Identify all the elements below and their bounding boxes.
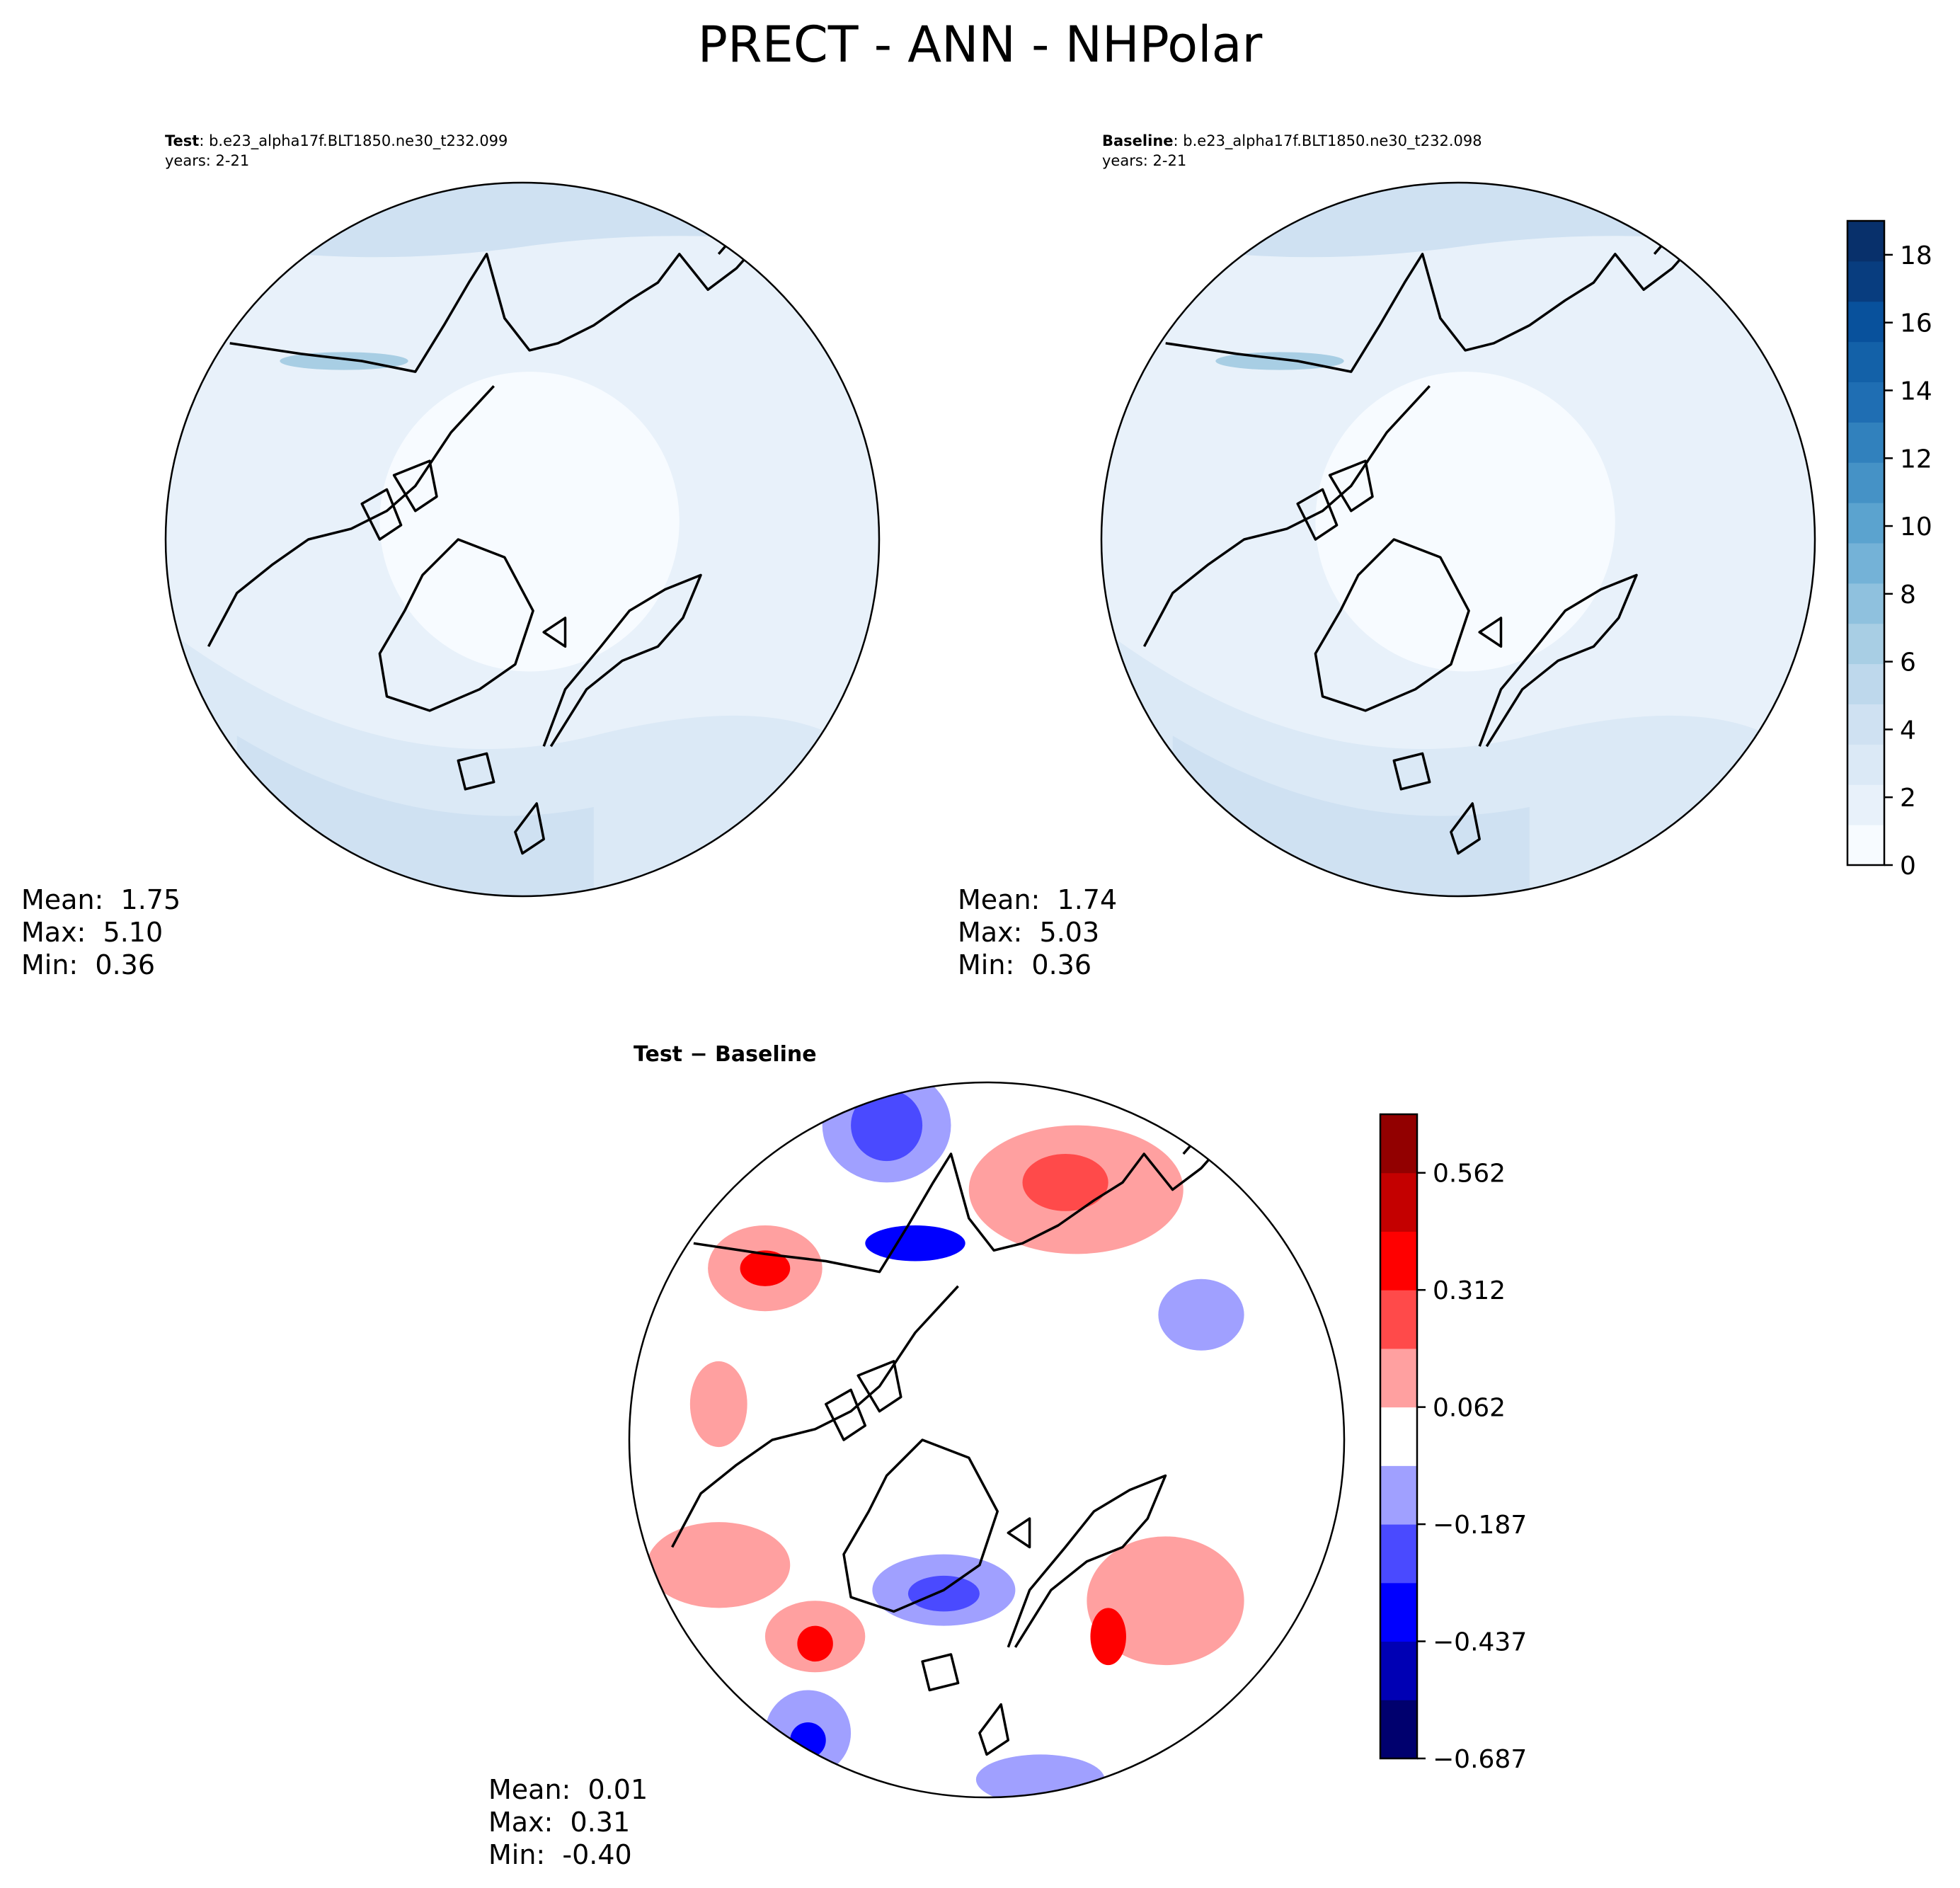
diff-min-value: -0.40	[562, 1839, 632, 1870]
diff-colorbar-tick-label: −0.187	[1433, 1511, 1527, 1540]
test-sep: :	[199, 132, 205, 149]
baseline-mean-label: Mean:	[958, 884, 1041, 915]
baseline-mean-value: 1.74	[1057, 884, 1118, 915]
diff-colorbar-tick-label: 0.562	[1433, 1160, 1506, 1189]
test-case-name: b.e23_alpha17f.BLT1850.ne30_t232.099	[209, 132, 508, 149]
baseline-colorbar-tick-label: 18	[1900, 241, 1932, 270]
baseline-colorbar-band	[1847, 784, 1884, 825]
diff-colorbar-tick-label: 0.062	[1433, 1394, 1506, 1423]
baseline-min-label: Min:	[958, 949, 1015, 980]
baseline-colorbar-band	[1847, 543, 1884, 584]
diff-min-label: Min:	[488, 1839, 546, 1870]
diff-colorbar-tick-label: 0.312	[1433, 1276, 1506, 1305]
baseline-colorbar-band	[1847, 221, 1884, 262]
diff-colorbar-tick-label: −0.687	[1433, 1745, 1527, 1774]
baseline-colorbar-tick-label: 16	[1900, 309, 1932, 338]
baseline-case-name: b.e23_alpha17f.BLT1850.ne30_t232.098	[1183, 132, 1482, 149]
figure-title: PRECT - ANN - NHPolar	[697, 16, 1263, 74]
baseline-colorbar-band	[1847, 462, 1884, 503]
baseline-colorbar-tick-label: 14	[1900, 377, 1932, 406]
test-stats: Mean: 1.75 Max: 5.10 Min: 0.36	[21, 883, 180, 981]
diff-colorbar-band	[1380, 1524, 1417, 1584]
test-max-label: Max:	[21, 917, 86, 948]
baseline-stats: Mean: 1.74 Max: 5.03 Min: 0.36	[958, 883, 1117, 981]
test-panel-title: Test: b.e23_alpha17f.BLT1850.ne30_t232.0…	[165, 131, 508, 171]
baseline-min-value: 0.36	[1031, 949, 1092, 980]
baseline-colorbar-band	[1847, 744, 1884, 785]
diff-colorbar-band	[1380, 1641, 1417, 1700]
test-max-value: 5.10	[103, 917, 164, 948]
diff-colorbar-band	[1380, 1114, 1417, 1174]
diff-colorbar-band	[1380, 1348, 1417, 1408]
baseline-colorbar-tick-label: 12	[1900, 445, 1932, 474]
diff-max-value: 0.31	[570, 1807, 631, 1838]
baseline-colorbar-tick-label: 4	[1900, 716, 1916, 745]
test-mean-value: 1.75	[120, 884, 181, 915]
test-years: years: 2-21	[165, 152, 250, 169]
baseline-colorbar-band	[1847, 704, 1884, 745]
baseline-colorbar-band	[1847, 341, 1884, 382]
baseline-colorbar-band	[1847, 825, 1884, 866]
baseline-colorbar-tick-label: 2	[1900, 784, 1916, 813]
diff-colorbar-band	[1380, 1172, 1417, 1232]
baseline-colorbar-band	[1847, 663, 1884, 704]
baseline-colorbar-frame	[1846, 219, 1886, 866]
test-min-value: 0.36	[95, 949, 156, 980]
baseline-colorbar-tick-label: 0	[1900, 852, 1916, 881]
diff-colorbar-band	[1380, 1290, 1417, 1349]
diff-colorbar-band	[1380, 1700, 1417, 1759]
diff-panel-title: Test − Baseline	[634, 1042, 817, 1067]
baseline-colorbar-band	[1847, 503, 1884, 544]
diff-colorbar-band	[1380, 1407, 1417, 1466]
diff-colorbar-band	[1380, 1465, 1417, 1525]
test-min-label: Min:	[21, 949, 79, 980]
diff-colorbar-band	[1380, 1582, 1417, 1642]
baseline-label: Baseline	[1102, 132, 1174, 149]
baseline-max-value: 5.03	[1039, 917, 1100, 948]
baseline-colorbar-tick-label: 6	[1900, 648, 1916, 677]
baseline-colorbar-band	[1847, 422, 1884, 463]
baseline-years: years: 2-21	[1102, 152, 1187, 169]
test-mean-label: Mean:	[21, 884, 104, 915]
baseline-colorbar-band	[1847, 583, 1884, 624]
baseline-max-label: Max:	[958, 917, 1023, 948]
baseline-colorbar-band	[1847, 261, 1884, 302]
diff-stats: Mean: 0.01 Max: 0.31 Min: -0.40	[488, 1773, 648, 1871]
diff-colorbar-frame	[1379, 1113, 1419, 1760]
baseline-panel-title: Baseline: b.e23_alpha17f.BLT1850.ne30_t2…	[1102, 131, 1482, 171]
baseline-colorbar-tick-label: 8	[1900, 580, 1916, 610]
baseline-colorbar-band	[1847, 382, 1884, 423]
baseline-colorbar-band	[1847, 623, 1884, 665]
baseline-colorbar-tick-label: 10	[1900, 513, 1932, 542]
test-label: Test	[165, 132, 200, 149]
diff-mean-label: Mean:	[488, 1774, 571, 1805]
baseline-colorbar-band	[1847, 301, 1884, 343]
diff-colorbar-tick-label: −0.437	[1433, 1628, 1527, 1657]
diff-max-label: Max:	[488, 1807, 554, 1838]
diff-mean-value: 0.01	[588, 1774, 648, 1805]
baseline-sep: :	[1173, 132, 1179, 149]
diff-colorbar-band	[1380, 1231, 1417, 1291]
